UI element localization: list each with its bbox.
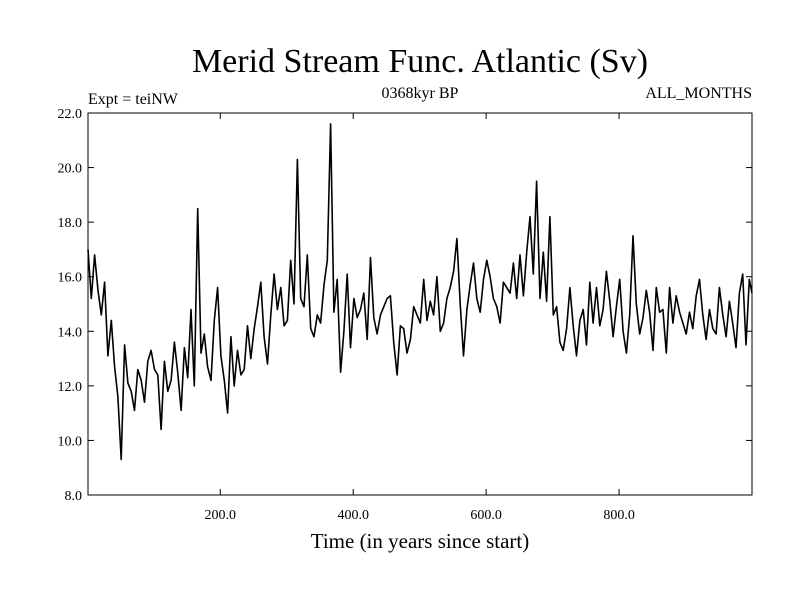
x-tick-label: 800.0 [603, 508, 635, 523]
x-axis-label: Time (in years since start) [311, 529, 530, 553]
series-line [87, 123, 753, 461]
y-tick-label: 22.0 [58, 107, 83, 122]
experiment-label: Expt = teiNW [88, 91, 179, 108]
y-tick-label: 8.0 [65, 489, 83, 504]
y-tick-label: 12.0 [58, 380, 83, 395]
y-tick-label: 10.0 [58, 434, 83, 449]
y-tick-label: 14.0 [58, 325, 83, 340]
chart-title: Merid Stream Func. Atlantic (Sv) [192, 43, 648, 80]
x-axis: 200.0 400.0 600.0 800.0 [205, 113, 635, 523]
plot-frame [87, 112, 753, 496]
months-label: ALL_MONTHS [645, 85, 752, 102]
y-tick-label: 18.0 [58, 216, 83, 231]
x-tick-label: 400.0 [337, 508, 369, 523]
x-tick-label: 200.0 [205, 508, 237, 523]
x-tick-label: 600.0 [470, 508, 502, 523]
y-axis: 8.0 10.0 12.0 14.0 16.0 18.0 20.0 22.0 [58, 107, 752, 504]
y-tick-label: 20.0 [58, 162, 83, 177]
period-label: 0368kyr BP [382, 85, 459, 102]
y-tick-label: 16.0 [58, 271, 83, 286]
